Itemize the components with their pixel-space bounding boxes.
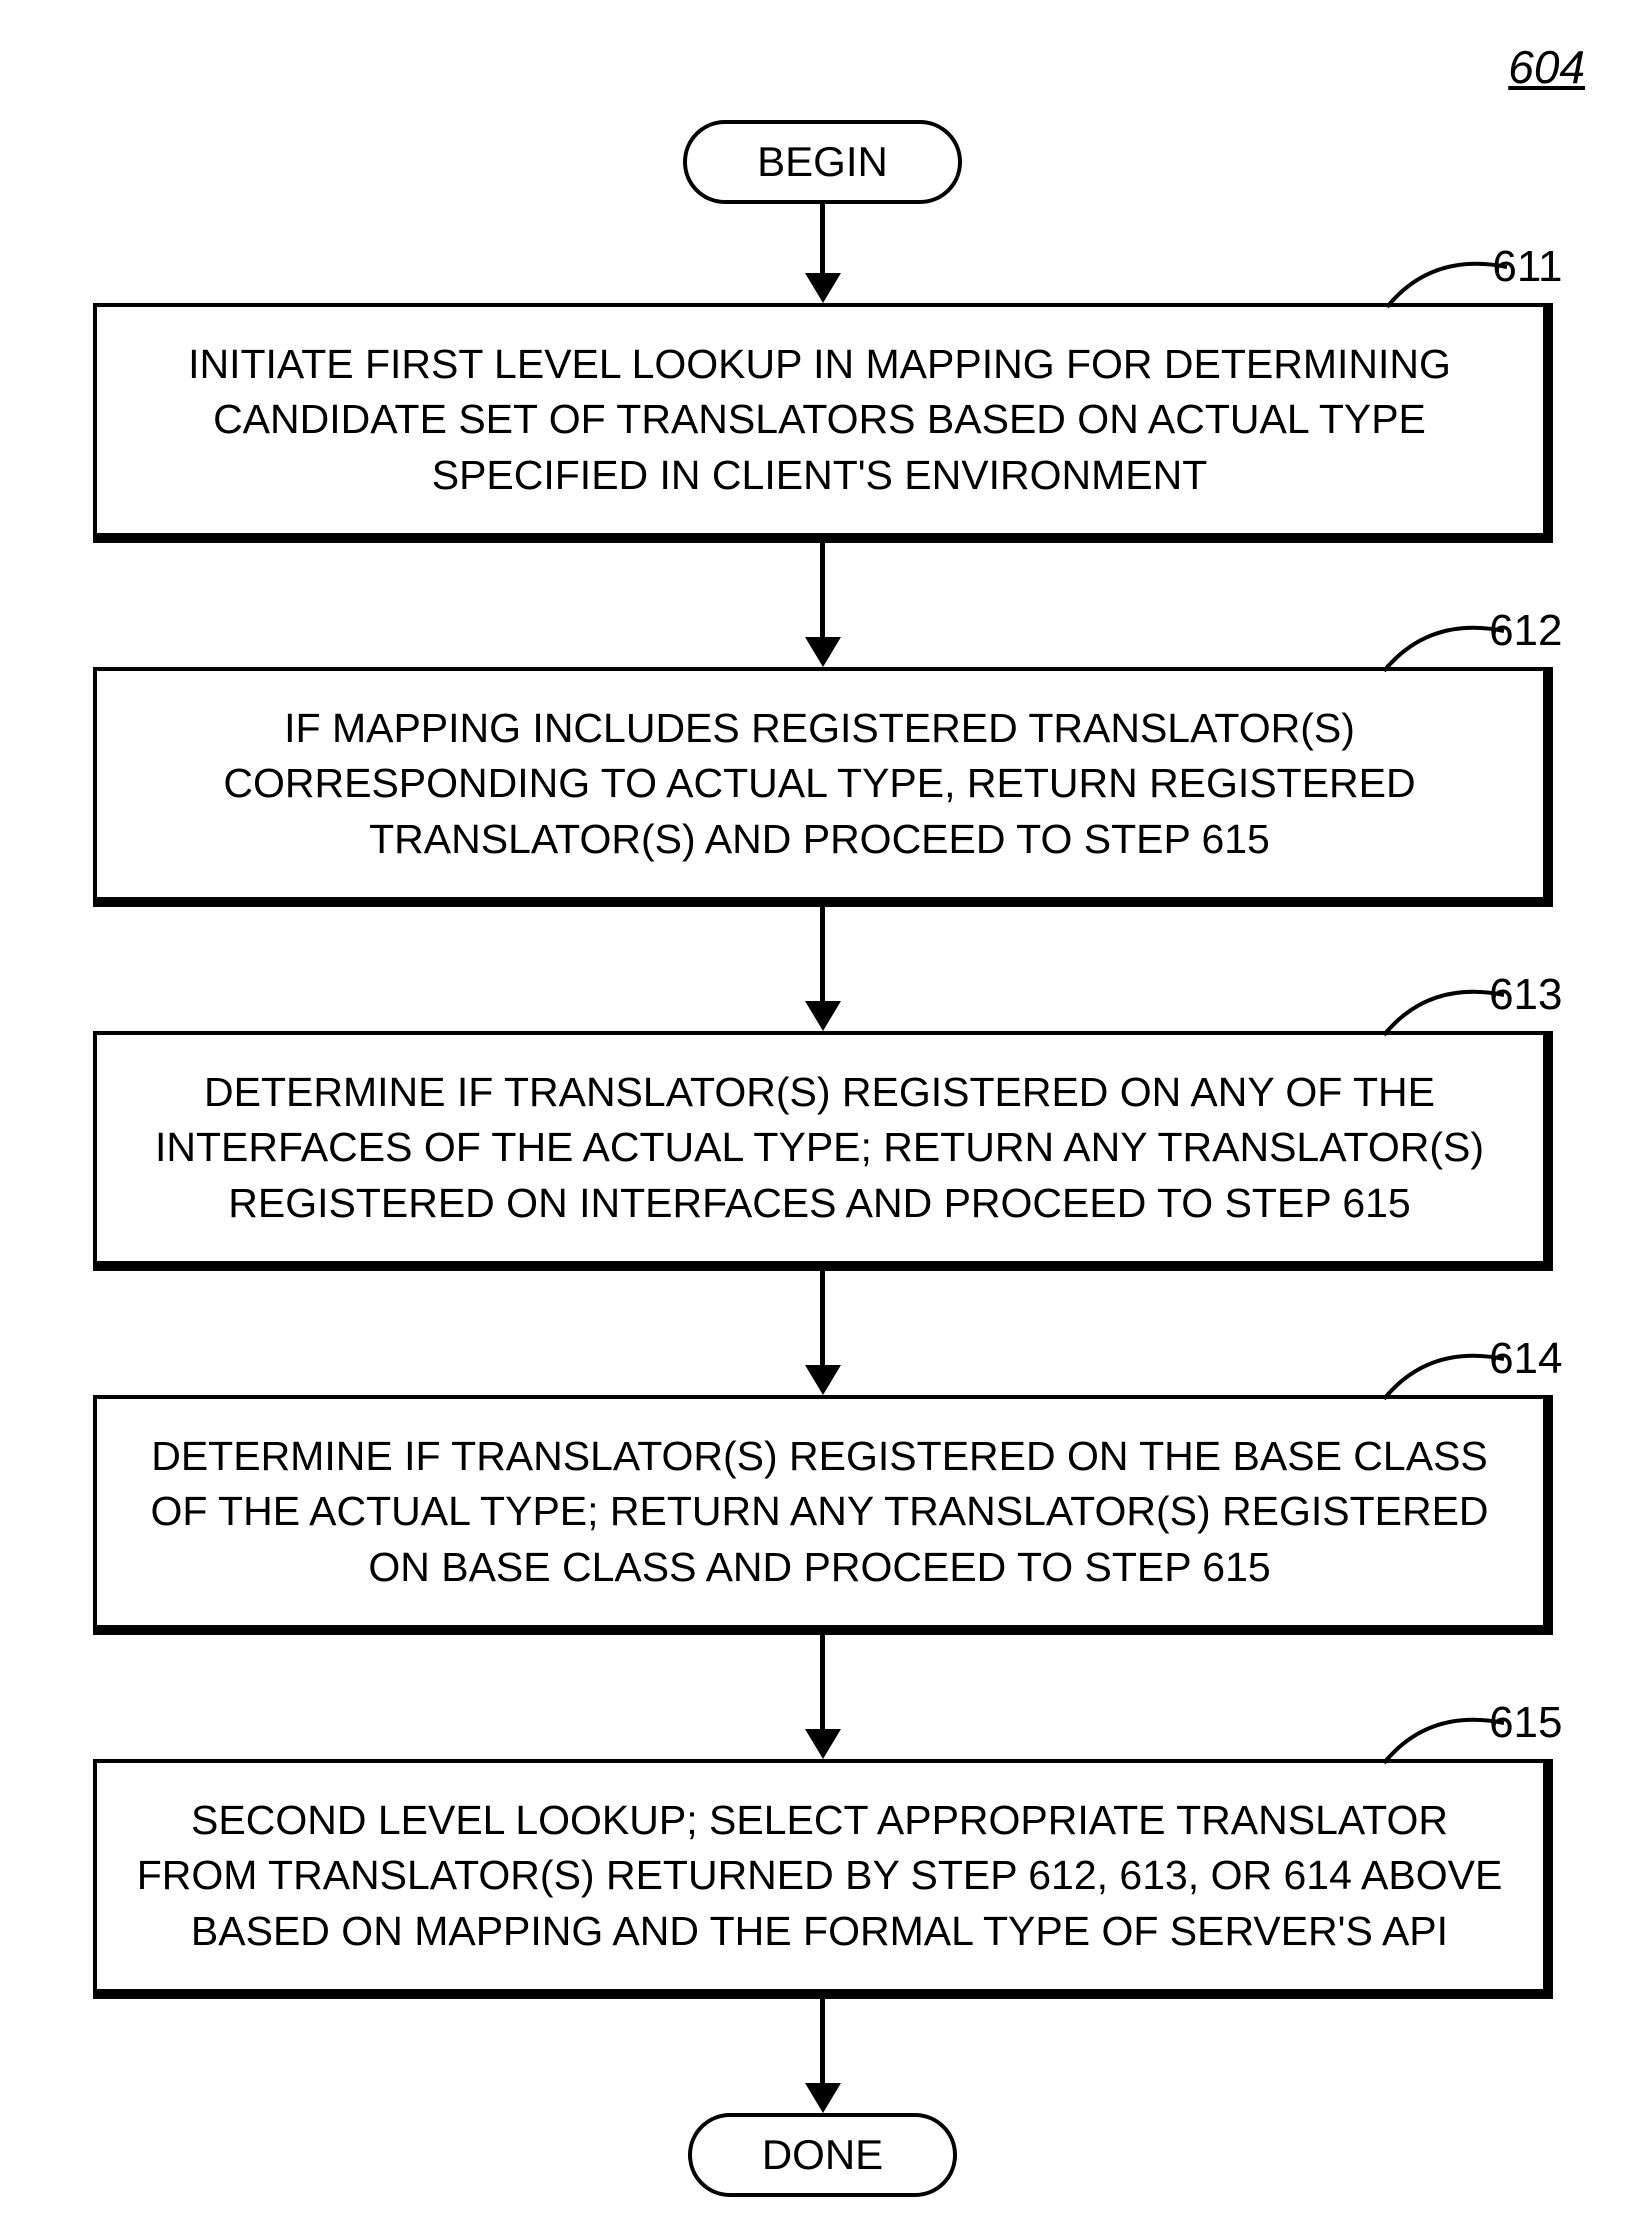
arrow-icon [805,204,841,303]
process-step-615: SECOND LEVEL LOOKUP; SELECT APPROPRIATE … [93,1759,1553,1999]
done-terminator: DONE [688,2113,957,2197]
ref-callout: 613 [1489,965,1562,1024]
flowchart-diagram: 604 BEGIN INITIATE FIRST LEVEL LOOKUP IN… [40,40,1605,2197]
process-step-614: DETERMINE IF TRANSLATOR(S) REGISTERED ON… [93,1395,1553,1635]
ref-callout: 611 [1492,237,1562,296]
process-text: SECOND LEVEL LOOKUP; SELECT APPROPRIATE … [137,1797,1503,1954]
process-text: DETERMINE IF TRANSLATOR(S) REGISTERED ON… [155,1069,1484,1226]
arrow-icon [805,1271,841,1395]
figure-reference: 604 [1508,40,1585,94]
arrow-icon [805,907,841,1031]
process-step-613: DETERMINE IF TRANSLATOR(S) REGISTERED ON… [93,1031,1553,1271]
process-step-612: IF MAPPING INCLUDES REGISTERED TRANSLATO… [93,667,1553,907]
process-text: DETERMINE IF TRANSLATOR(S) REGISTERED ON… [150,1433,1488,1590]
arrow-icon [805,543,841,667]
process-step-611: INITIATE FIRST LEVEL LOOKUP IN MAPPING F… [93,303,1553,543]
ref-callout: 615 [1489,1693,1562,1752]
arrow-icon [805,1999,841,2113]
ref-callout: 614 [1489,1329,1562,1388]
arrow-icon [805,1635,841,1759]
begin-terminator: BEGIN [683,120,962,204]
process-text: INITIATE FIRST LEVEL LOOKUP IN MAPPING F… [188,341,1451,498]
flow-column: BEGIN INITIATE FIRST LEVEL LOOKUP IN MAP… [40,40,1605,2197]
ref-callout: 612 [1489,601,1562,660]
process-text: IF MAPPING INCLUDES REGISTERED TRANSLATO… [223,705,1415,862]
